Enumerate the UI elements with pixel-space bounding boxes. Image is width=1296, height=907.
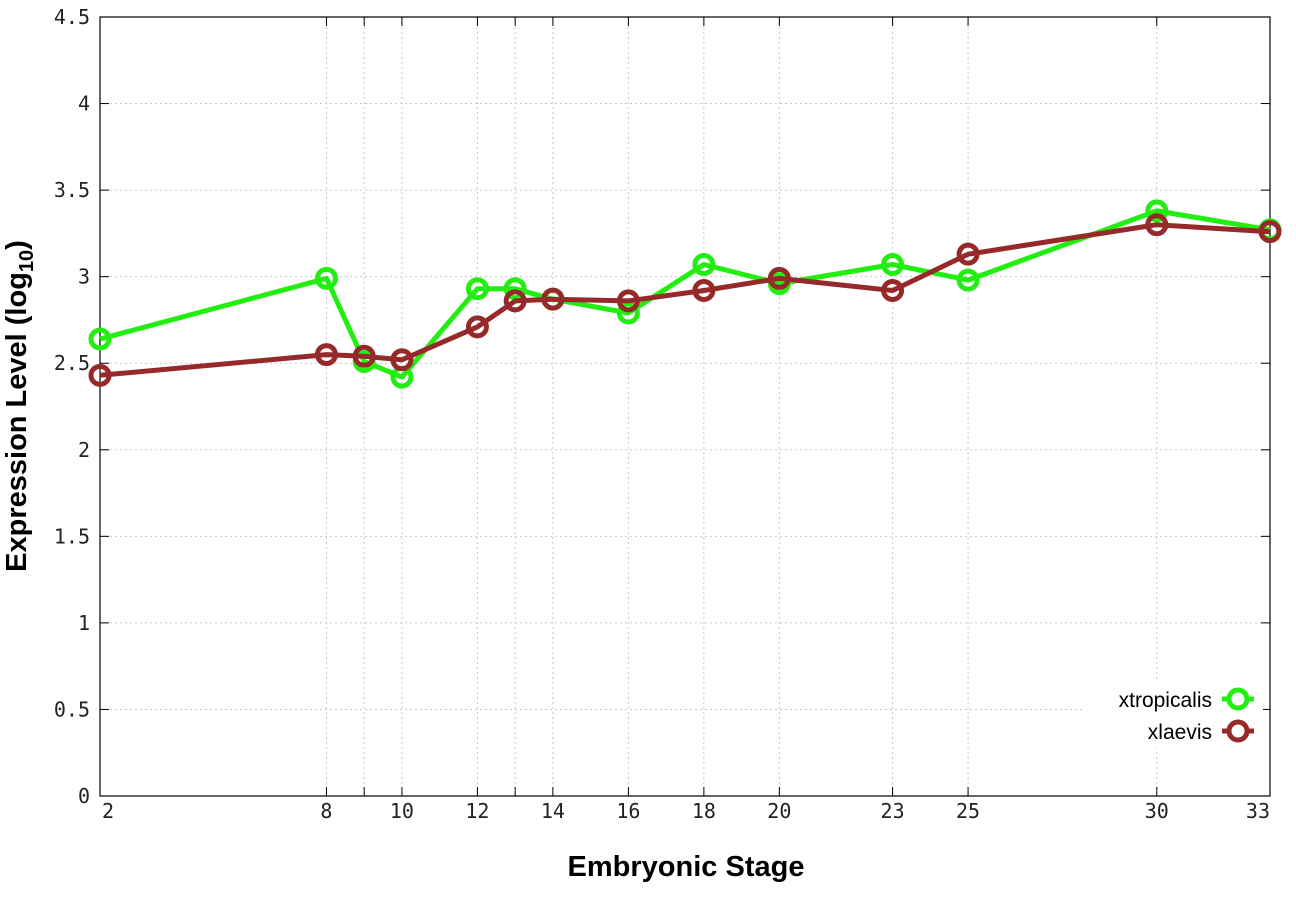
data-point-xtropicalis	[314, 266, 338, 290]
data-point-xlaevis	[314, 343, 338, 367]
axis-ticks: 0 0.5 1 1.5 2 2.5 3 3.5 4 4.5 2 8 10 12 14 16 18 20 23 25 30…	[54, 5, 1271, 823]
y-axis-title: Expression Level (log10)	[1, 240, 38, 572]
x-tick-label: 16	[616, 799, 640, 823]
legend-swatch-marker-xtropicalis	[1226, 687, 1250, 711]
y-axis-title-main: Expression Level (log	[1, 272, 33, 572]
legend-swatch-marker-xlaevis	[1226, 719, 1250, 743]
x-tick-label: 18	[692, 799, 716, 823]
data-point-xtropicalis	[692, 253, 716, 277]
y-tick-label: 4.5	[54, 5, 90, 29]
x-tick-label: 25	[956, 799, 980, 823]
data-point-xlaevis	[88, 363, 112, 387]
x-tick-label: 10	[390, 799, 414, 823]
y-tick-label: 1	[78, 611, 90, 635]
series-layer	[88, 199, 1282, 389]
x-tick-label: 12	[465, 799, 489, 823]
x-axis-title: Embryonic Stage	[568, 851, 805, 883]
data-point-xlaevis	[352, 344, 376, 368]
data-point-xlaevis	[465, 315, 489, 339]
data-point-xtropicalis	[616, 301, 640, 325]
data-point-xlaevis	[541, 287, 565, 311]
y-axis-title-close: )	[1, 240, 33, 250]
series-line-xlaevis	[99, 222, 1271, 378]
data-point-xtropicalis	[465, 277, 489, 301]
data-point-xtropicalis	[956, 268, 980, 292]
x-tick-label: 20	[767, 799, 791, 823]
data-point-xlaevis	[692, 279, 716, 303]
data-point-xlaevis	[1145, 213, 1169, 237]
data-point-xlaevis	[616, 289, 640, 313]
y-tick-label: 3	[78, 265, 90, 289]
y-tick-label: 0	[78, 784, 90, 808]
y-tick-label: 2	[78, 438, 90, 462]
y-axis-title-subscript: 10	[16, 250, 38, 272]
data-point-xtropicalis	[503, 277, 527, 301]
data-point-xlaevis	[503, 289, 527, 313]
y-tick-label: 2.5	[54, 351, 90, 375]
legend-item-xtropicalis: xtropicalis	[1119, 687, 1254, 712]
data-point-xlaevis	[881, 279, 905, 303]
x-tick-label: 14	[541, 799, 565, 823]
x-tick-label: 30	[1145, 799, 1169, 823]
x-tick-label: 8	[320, 799, 332, 823]
data-point-xtropicalis	[1145, 199, 1169, 223]
series-xlaevis	[88, 213, 1282, 387]
x-tick-label: 33	[1246, 799, 1270, 823]
plot-frame	[99, 16, 1271, 797]
legend-item-xlaevis: xlaevis	[1148, 719, 1254, 744]
data-point-xlaevis	[956, 242, 980, 266]
legend-label-xtropicalis: xtropicalis	[1119, 689, 1212, 712]
data-point-xlaevis	[390, 348, 414, 372]
y-tick-label: 3.5	[54, 178, 90, 202]
x-tick-label: 23	[881, 799, 905, 823]
data-point-xtropicalis	[881, 253, 905, 277]
y-tick-label: 1.5	[54, 524, 90, 548]
legend: xtropicalis xlaevis	[1085, 680, 1263, 748]
x-tick-label: 2	[102, 799, 114, 823]
y-tick-label: 0.5	[54, 697, 90, 721]
data-point-xtropicalis	[88, 327, 112, 351]
grid-lines	[100, 17, 1270, 796]
data-point-xlaevis	[767, 266, 791, 290]
data-point-xlaevis	[1258, 220, 1282, 244]
legend-label-xlaevis: xlaevis	[1148, 721, 1212, 744]
y-tick-label: 4	[78, 92, 90, 116]
